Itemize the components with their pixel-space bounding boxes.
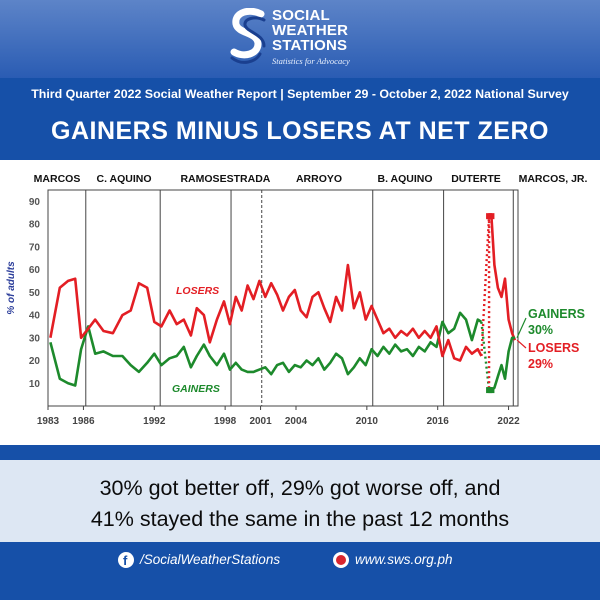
y-tick-label: 90 [29, 197, 41, 208]
y-tick-label: 40 [29, 311, 41, 322]
losers-recent-line [490, 216, 517, 341]
facebook-icon: f [118, 552, 134, 569]
summary-line-1: 30% got better off, 29% got worse off, a… [99, 476, 501, 500]
admin-label: C. AQUINO [96, 173, 151, 185]
y-tick-label: 50 [29, 288, 41, 299]
logo: SOCIAL WEATHER STATIONS Statistics for A… [228, 6, 388, 72]
trend-chart: MARCOS C. AQUINO RAMOS ESTRADA ARROYO B. AQUI… [6, 173, 588, 427]
x-tick-label: 2016 [427, 416, 450, 427]
logo-line-2: WEATHER [272, 22, 349, 39]
losers-inline-label: LOSERS [176, 285, 219, 297]
facebook-link[interactable]: f /SocialWeatherStations [118, 551, 280, 569]
y-tick-label: 20 [29, 356, 41, 367]
y-tick-label: 60 [29, 265, 41, 276]
logo-tagline: Statistics for Advocacy [272, 56, 350, 66]
admin-label: ARROYO [296, 173, 342, 185]
gainers-inline-label: GAINERS [172, 383, 220, 395]
y-tick-label: 70 [29, 242, 41, 253]
facebook-handle: /SocialWeatherStations [140, 552, 281, 567]
website-link[interactable]: www.sws.org.ph [333, 551, 453, 569]
y-tick-label: 30 [29, 333, 41, 344]
admin-label: MARCOS, JR. [519, 173, 588, 185]
admin-label: MARCOS [34, 173, 81, 185]
x-tick-label: 2001 [249, 416, 272, 427]
logo-line-3: STATIONS [272, 37, 348, 54]
y-tick-label: 80 [29, 220, 41, 231]
gainers-recent-line [490, 336, 515, 392]
losers-end-label: LOSERS [528, 341, 579, 355]
logo-line-1: SOCIAL [272, 7, 330, 24]
losers-series-line [49, 263, 483, 362]
losers-dotted-link [480, 216, 491, 357]
admin-label: ESTRADA [220, 173, 271, 185]
globe-icon [333, 552, 349, 569]
summary-line-2: 41% stayed the same in the past 12 month… [90, 507, 510, 531]
chart-panel: MARCOS C. AQUINO RAMOS ESTRADA ARROYO B. AQUI… [0, 160, 600, 445]
losers-end-connector [516, 339, 527, 349]
gainers-series-line [49, 311, 483, 387]
x-tick-label: 2004 [285, 416, 308, 427]
x-tick-label: 2022 [497, 416, 520, 427]
summary-band [0, 460, 600, 542]
x-tick-label: 2010 [356, 416, 379, 427]
x-tick-label: 1986 [72, 416, 95, 427]
y-tick-label: 10 [29, 379, 41, 390]
losers-end-value: 29% [528, 357, 553, 371]
logo-swirl-icon [230, 8, 266, 64]
header-band: SOCIAL WEATHER STATIONS Statistics for A… [0, 0, 600, 78]
website-url: www.sws.org.ph [355, 552, 453, 567]
x-tick-label: 1992 [143, 416, 166, 427]
plot-frame [47, 189, 519, 407]
admin-label: RAMOS [180, 173, 219, 185]
admin-label: B. AQUINO [377, 173, 432, 185]
admin-label: DUTERTE [451, 173, 501, 185]
gainers-end-label: GAINERS [528, 307, 585, 321]
footer [0, 542, 600, 600]
gainers-end-connector [516, 317, 527, 339]
y-axis-label: % of adults [6, 261, 17, 315]
x-tick-label: 1998 [214, 416, 237, 427]
gainers-end-value: 30% [528, 323, 553, 337]
survey-subtitle: Third Quarter 2022 Social Weather Report… [31, 87, 569, 101]
gainers-dotted-link [480, 321, 491, 391]
headline: GAINERS MINUS LOSERS AT NET ZERO [51, 117, 549, 145]
x-tick-label: 1983 [37, 416, 60, 427]
